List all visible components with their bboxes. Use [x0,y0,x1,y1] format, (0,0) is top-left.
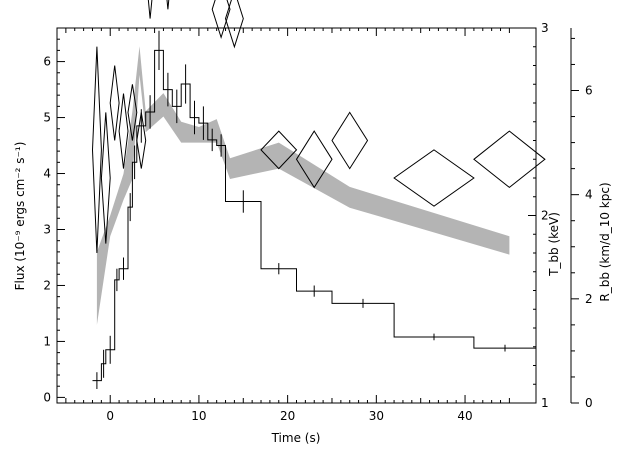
axes-layer [56,27,572,404]
x-axis-label: Time (s) [271,431,321,445]
y-left-tick-label: 3 [43,222,51,236]
y-right-2-tick-label: 6 [585,84,593,98]
radius-band-layer [96,46,510,325]
y-left-tick-label: 6 [43,55,51,69]
y-axis-right-1-label: T_bb (keV) [547,212,561,277]
y-left-tick-label: 1 [43,334,51,348]
x-tick-label: 30 [369,409,384,423]
temperature-diamond [147,0,153,19]
x-tick-label: 20 [280,409,295,423]
temperature-diamond [295,130,333,189]
temperature-diamond [473,130,546,189]
temperature-diamond [393,149,475,207]
temperature-diamond [127,84,138,141]
temperature-diamond [331,111,369,170]
y-right-2-tick-label: 0 [585,396,593,410]
y-left-tick-label: 0 [43,390,51,404]
x-tick-label: 0 [106,409,114,423]
y-left-tick-label: 2 [43,278,51,292]
y-left-tick-label: 4 [43,167,51,181]
temperature-diamond [118,93,129,169]
flux-histogram-layer [92,30,536,389]
y-axis-right-2-label: R_bb (km/d_10 kpc) [598,182,612,301]
temperature-diamond [166,0,170,10]
temperature-diamond [224,0,244,49]
y-right-1-tick-label: 1 [541,396,549,410]
x-tick-label: 40 [457,409,472,423]
temperature-diamond [260,130,298,170]
y-right-2-tick-label: 4 [585,188,593,202]
temperature-diamond [109,65,120,141]
y-right-1-tick-label: 2 [541,209,549,223]
temperature-diamond [211,0,231,40]
temperature-diamond [91,46,102,254]
y-right-2-tick-label: 2 [585,292,593,306]
y-right-1-tick-label: 3 [541,21,549,35]
y-left-tick-label: 5 [43,111,51,125]
temperature-diamonds-layer [91,0,546,254]
temperature-diamond [100,112,111,244]
y-axis-left-label: Flux (10⁻⁹ ergs cm⁻² s⁻¹) [13,142,27,291]
radius-band [96,46,510,325]
temperature-diamond [136,112,147,169]
plot-frame [56,27,537,404]
x-tick-label: 10 [191,409,206,423]
